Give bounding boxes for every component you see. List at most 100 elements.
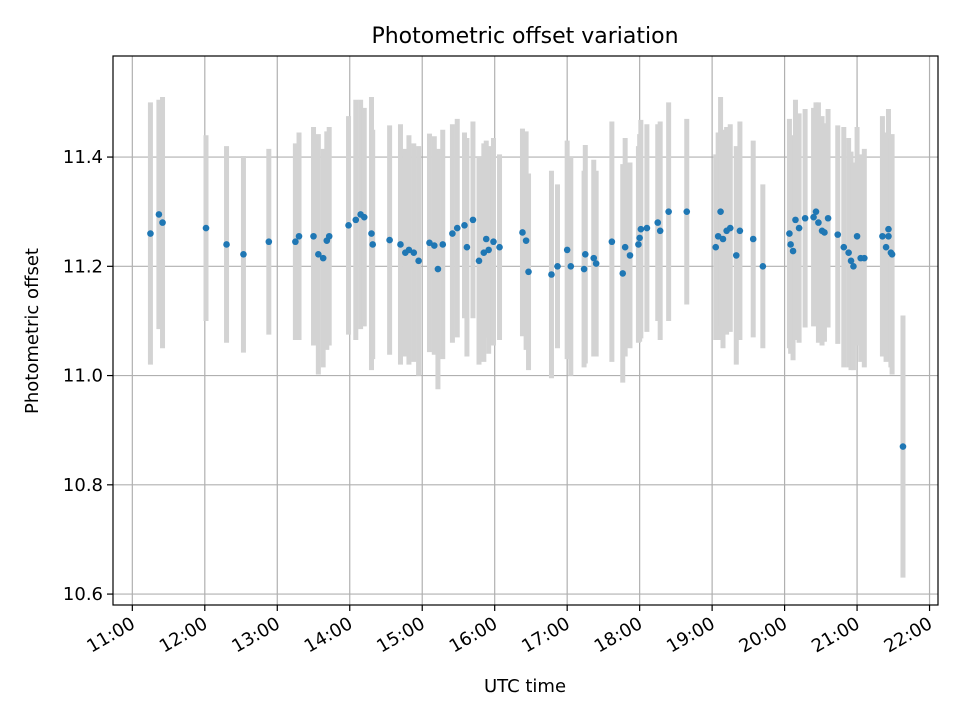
data-point (636, 234, 643, 242)
data-point (496, 243, 503, 251)
data-point (240, 250, 247, 258)
data-point (482, 235, 490, 243)
data-point (815, 219, 822, 226)
data-point (861, 254, 868, 262)
data-point (592, 260, 600, 267)
x-tick-label: 21:00 (808, 613, 863, 657)
y-axis-label: Photometric offset (22, 248, 43, 414)
y-tick-label: 10.6 (63, 584, 103, 605)
data-point (490, 238, 497, 246)
data-point (580, 265, 588, 273)
data-point (590, 254, 598, 262)
data-point (726, 224, 734, 232)
data-point (899, 443, 907, 450)
x-tick-label: 20:00 (736, 613, 791, 657)
data-point (787, 241, 794, 248)
data-point (434, 265, 442, 273)
data-point (480, 249, 488, 256)
y-tick-label: 10.8 (63, 475, 103, 496)
data-point (643, 224, 651, 232)
data-point (410, 249, 418, 256)
y-tick-label: 11.4 (63, 147, 103, 168)
data-point (824, 214, 832, 222)
data-point (789, 247, 797, 255)
data-point (159, 219, 166, 226)
data-point (563, 246, 571, 254)
x-tick-label: 12:00 (156, 613, 211, 657)
plot-frame (112, 55, 939, 606)
data-point (567, 263, 575, 270)
data-point (426, 239, 433, 247)
data-point (292, 238, 299, 246)
data-point (415, 257, 422, 265)
data-point (431, 242, 438, 249)
data-point (786, 230, 793, 237)
data-point (319, 254, 327, 262)
data-point (608, 238, 616, 246)
data-point (548, 271, 555, 278)
data-point (439, 241, 447, 248)
data-point (732, 252, 740, 259)
data-point (223, 241, 230, 248)
data-point (386, 236, 393, 244)
data-point (461, 222, 468, 229)
data-point (656, 227, 664, 235)
data-point (352, 216, 360, 224)
data-point (397, 241, 404, 248)
data-point (882, 243, 890, 251)
data-point (885, 232, 892, 240)
x-tick-label: 11:00 (83, 613, 138, 657)
data-point (665, 208, 672, 215)
data-point (626, 252, 634, 259)
data-point (295, 232, 303, 240)
data-point (485, 246, 492, 254)
y-tick-label: 11.0 (63, 366, 103, 387)
data-point (619, 270, 627, 277)
x-tick-label: 17:00 (518, 613, 573, 657)
data-point (315, 250, 322, 258)
data-point (369, 241, 376, 248)
data-point (888, 250, 896, 258)
x-tick-label: 16:00 (446, 613, 501, 657)
data-point (637, 225, 645, 233)
data-point (654, 219, 662, 226)
x-tick-label: 14:00 (301, 613, 356, 657)
x-axis-label: UTC time (484, 676, 566, 697)
data-point (810, 213, 817, 221)
data-point (147, 230, 154, 237)
data-point (714, 232, 722, 240)
data-point (812, 208, 820, 215)
data-point (155, 211, 163, 218)
x-tick-label: 19:00 (663, 613, 718, 657)
data-point (368, 230, 375, 237)
data-point (449, 230, 456, 237)
data-point (453, 224, 461, 232)
data-point (360, 213, 368, 221)
data-point (847, 257, 855, 265)
data-point (792, 216, 799, 224)
data-point (469, 216, 477, 224)
data-point (821, 229, 828, 236)
data-point (345, 222, 352, 229)
x-tick-label: 13:00 (228, 613, 283, 657)
data-point (635, 241, 642, 248)
data-point (310, 232, 317, 240)
data-point (525, 268, 532, 276)
chart-title: Photometric offset variation (371, 24, 678, 49)
data-point (522, 237, 530, 244)
data-point (879, 232, 886, 240)
data-point (621, 243, 629, 251)
data-point (717, 208, 724, 215)
data-point (202, 224, 210, 232)
data-point (265, 238, 273, 246)
error-bars (147, 96, 906, 578)
data-point (801, 214, 809, 222)
x-tick-label: 18:00 (591, 613, 646, 657)
data-point (463, 243, 471, 251)
data-point (475, 257, 483, 265)
data-point (719, 235, 727, 243)
data-point (581, 250, 589, 258)
data-point (554, 263, 561, 270)
data-point (840, 243, 848, 251)
